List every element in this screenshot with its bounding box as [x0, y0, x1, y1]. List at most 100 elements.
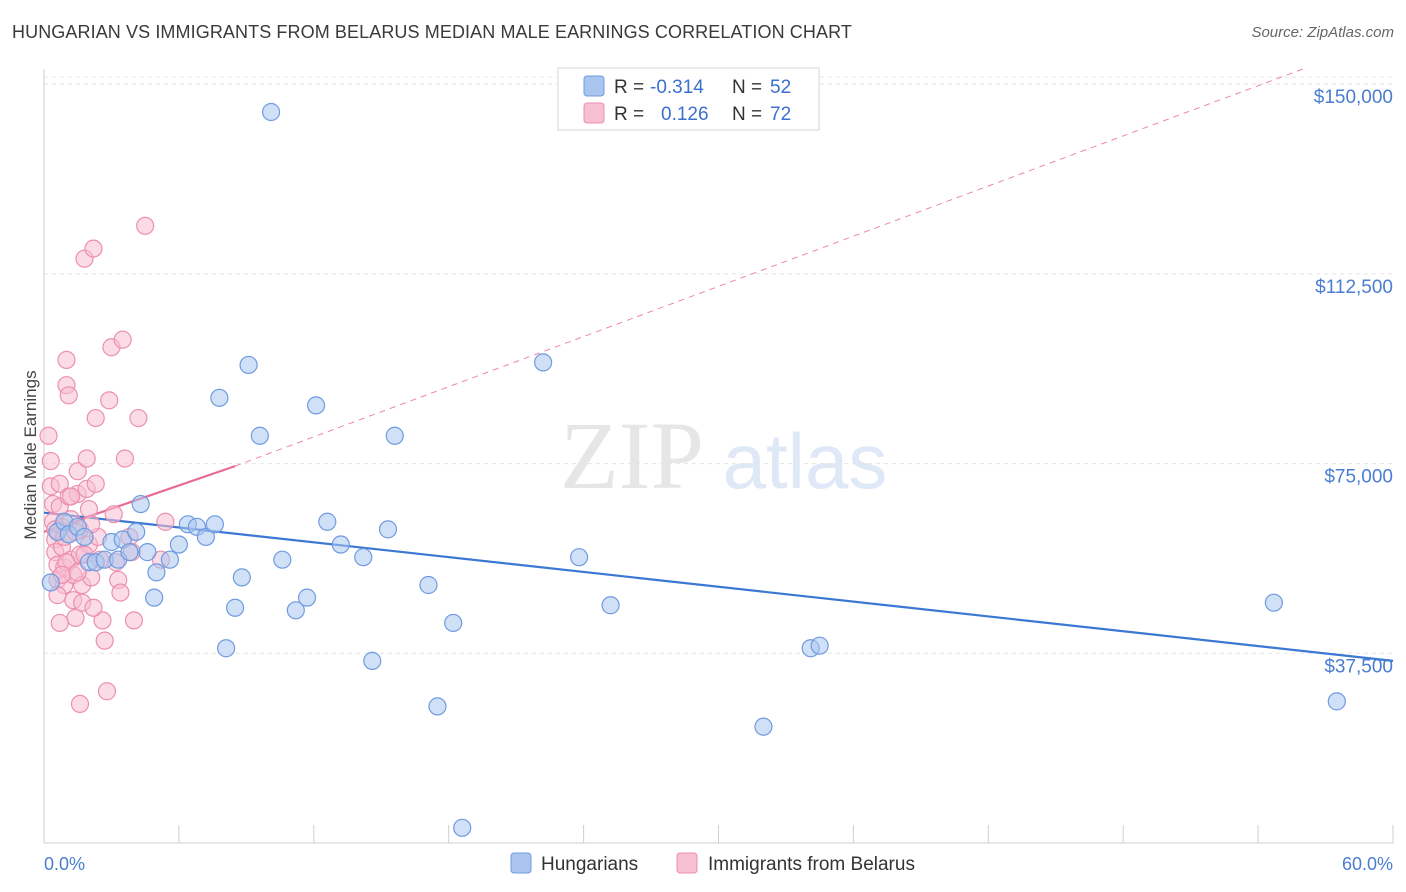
source-credit: Source: ZipAtlas.com: [1251, 24, 1394, 41]
point-belarus: [113, 330, 132, 349]
point-hungarians: [205, 515, 224, 534]
point-hungarians: [145, 588, 164, 607]
point-hungarians: [261, 102, 281, 122]
point-belarus: [84, 239, 103, 258]
point-belarus: [70, 694, 90, 713]
point-belarus: [100, 391, 119, 410]
legend-n-value-1: 52: [770, 77, 791, 98]
y-tick-label: $75,000: [1324, 467, 1393, 488]
point-belarus: [79, 500, 99, 519]
point-belarus: [104, 505, 123, 524]
watermark-zip: ZIP: [560, 402, 704, 509]
point-hungarians: [127, 522, 146, 541]
legend-n-label-2: N =: [732, 104, 762, 125]
point-hungarians: [1264, 593, 1283, 612]
y-tick-labels: $37,500 $75,000 $112,500 $150,000: [1314, 87, 1393, 677]
point-belarus: [115, 449, 135, 468]
y-axis-label: Median Male Earnings: [21, 370, 40, 539]
point-hungarians: [570, 548, 589, 567]
axes: [43, 69, 1394, 844]
point-hungarians: [210, 388, 229, 407]
point-hungarians: [453, 818, 472, 837]
point-hungarians: [147, 563, 166, 582]
point-hungarians: [378, 520, 398, 539]
point-hungarians: [318, 512, 337, 531]
point-hungarians: [1327, 692, 1346, 711]
point-hungarians: [331, 535, 350, 554]
point-hungarians: [239, 355, 258, 375]
point-hungarians: [601, 596, 620, 615]
point-hungarians: [232, 568, 251, 587]
y-tick-label: $112,500: [1315, 277, 1393, 298]
point-hungarians: [120, 543, 139, 562]
point-hungarians: [534, 353, 553, 372]
point-belarus: [61, 487, 81, 506]
point-hungarians: [297, 588, 317, 607]
point-belarus: [97, 682, 117, 701]
series-legend: Hungarians Immigrants from Belarus: [510, 852, 915, 875]
point-hungarians: [444, 613, 463, 633]
point-belarus: [50, 474, 69, 493]
point-hungarians: [138, 543, 157, 562]
legend-swatch-blue: [583, 75, 605, 97]
point-hungarians: [306, 396, 326, 415]
point-belarus: [124, 611, 144, 630]
legend-item-hungarians: Hungarians: [541, 854, 638, 875]
point-belarus: [68, 563, 87, 582]
legend-n-value-2: 72: [770, 104, 791, 125]
point-hungarians: [428, 697, 447, 716]
legend-r-value-1: -0.314: [650, 77, 704, 98]
x-tick-label-min: 0.0%: [44, 854, 85, 874]
point-hungarians: [273, 550, 292, 569]
point-hungarians: [160, 550, 180, 569]
point-belarus: [111, 583, 130, 602]
watermark-atlas: atlas: [723, 417, 888, 505]
legend-item-hungarians-swatch: [510, 852, 532, 874]
point-belarus: [136, 216, 155, 235]
point-hungarians: [41, 573, 60, 592]
chart-title: HUNGARIAN VS IMMIGRANTS FROM BELARUS MED…: [12, 22, 852, 42]
point-belarus: [84, 598, 103, 617]
trend-line-hungarians: [43, 511, 1394, 662]
correlation-legend: R = -0.314 N = 52 R = 0.126 N = 72: [557, 67, 820, 131]
legend-r-label-2: R =: [614, 104, 644, 125]
point-hungarians: [363, 651, 382, 670]
point-belarus: [41, 451, 60, 471]
point-hungarians: [250, 426, 269, 445]
point-belarus: [93, 611, 112, 630]
point-hungarians: [354, 548, 373, 567]
y-tick-label: $150,000: [1314, 87, 1393, 108]
watermark: ZIP atlas: [560, 402, 887, 509]
legend-r-label-1: R =: [614, 77, 644, 98]
legend-item-belarus-swatch: [676, 852, 698, 874]
point-belarus: [39, 426, 58, 445]
point-belarus: [57, 350, 76, 369]
point-hungarians: [131, 494, 150, 514]
point-hungarians: [810, 636, 829, 655]
point-hungarians: [196, 527, 215, 547]
point-belarus: [59, 386, 78, 405]
point-belarus: [95, 631, 114, 650]
point-belarus: [77, 449, 96, 468]
x-tick-label-max: 60.0%: [1342, 854, 1393, 874]
point-hungarians: [75, 527, 94, 547]
legend-n-label-1: N =: [732, 77, 762, 98]
point-belarus: [86, 408, 105, 428]
point-hungarians: [217, 639, 236, 658]
legend-item-belarus: Immigrants from Belarus: [708, 854, 915, 875]
legend-swatch-pink: [583, 102, 605, 124]
point-belarus: [86, 474, 105, 493]
legend-r-value-2: 0.126: [661, 104, 709, 125]
point-hungarians: [226, 598, 245, 617]
y-tick-label: $37,500: [1324, 656, 1393, 677]
point-belarus: [66, 608, 85, 627]
point-hungarians: [286, 601, 305, 620]
point-hungarians: [169, 535, 188, 554]
point-belarus: [50, 613, 69, 633]
point-hungarians: [419, 575, 438, 595]
point-belarus: [156, 512, 175, 531]
point-hungarians: [754, 717, 773, 736]
point-belarus: [68, 462, 87, 481]
point-belarus: [129, 408, 148, 428]
